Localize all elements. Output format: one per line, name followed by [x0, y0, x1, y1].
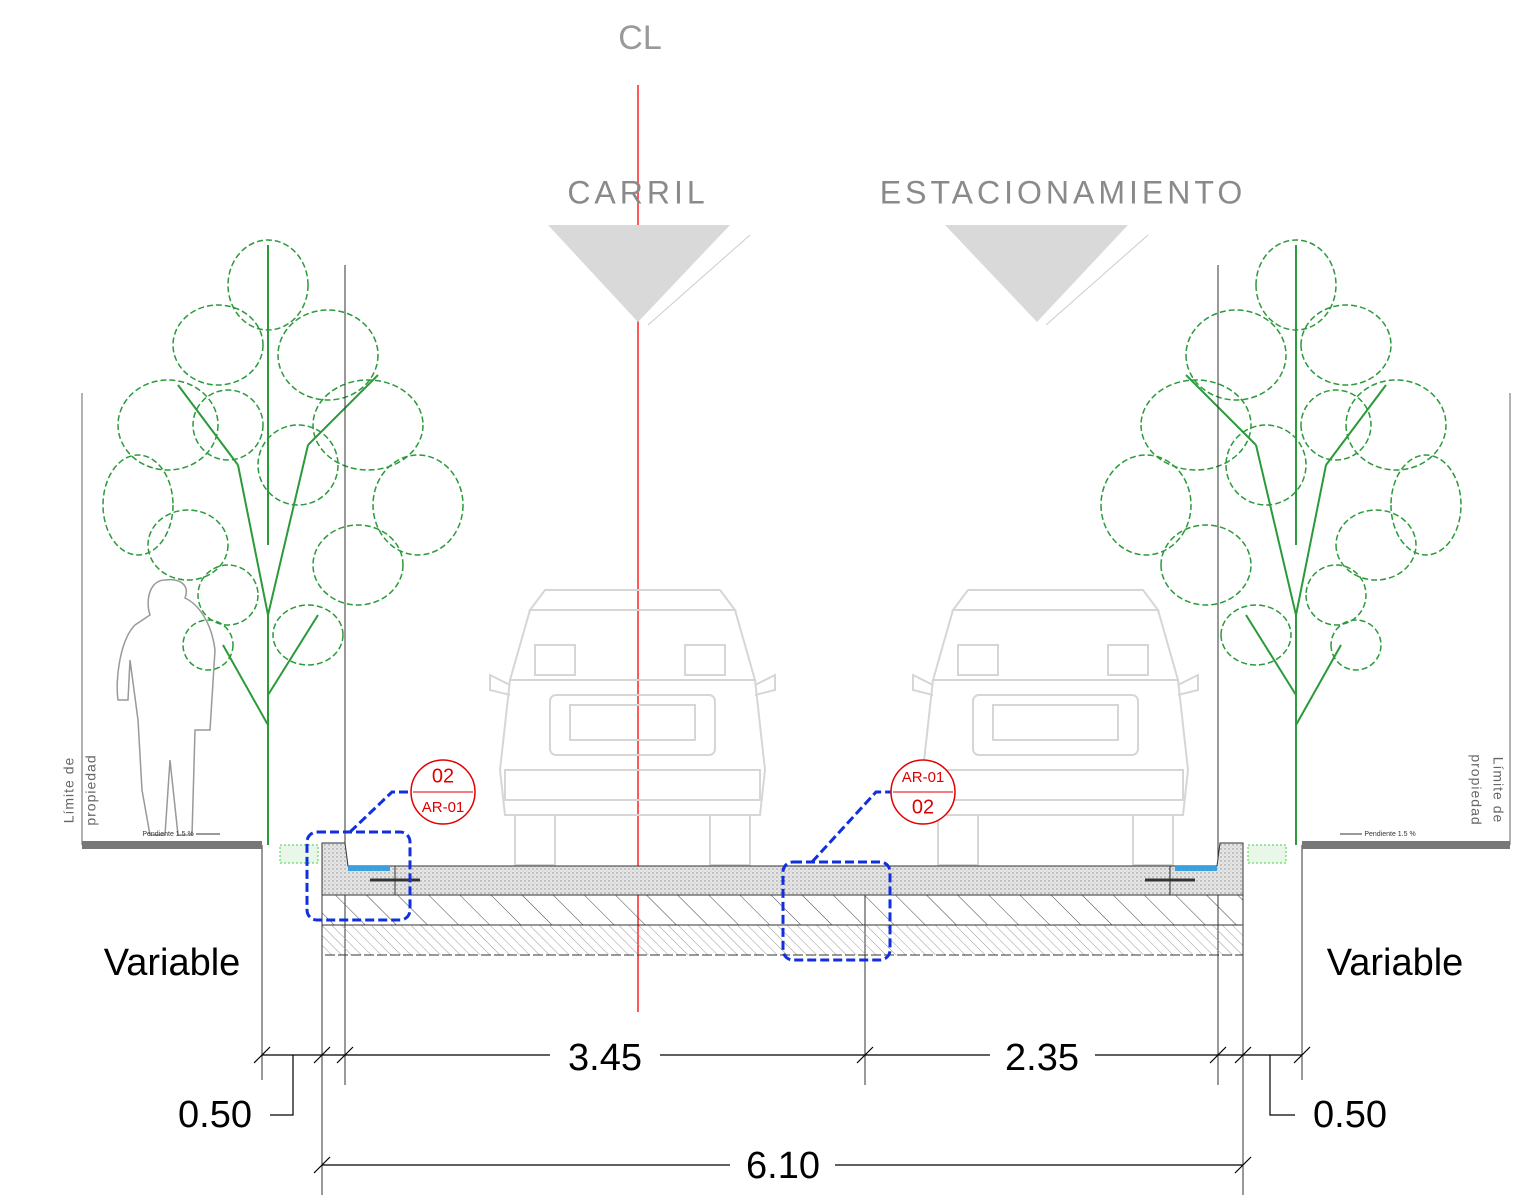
dimension-label: 0.50 [1313, 1094, 1387, 1136]
tree [102, 239, 464, 846]
dimension-label: 0.50 [178, 1094, 252, 1136]
level-marker-line [647, 234, 751, 326]
gutter-water [1175, 866, 1217, 871]
sidewalk [82, 841, 262, 849]
person [116, 578, 216, 836]
property-limit-label: Límite de [61, 757, 77, 824]
detail-leader [348, 790, 411, 834]
detail-box [781, 860, 892, 962]
planter [279, 844, 319, 864]
callout-text: 02 [912, 796, 934, 818]
level-marker [945, 225, 1128, 322]
callout-text: AR-01 [422, 799, 465, 816]
gutter-water [348, 866, 390, 871]
zone-label: ESTACIONAMIENTO [880, 174, 1246, 210]
dimension-label: 2.35 [1005, 1037, 1079, 1079]
dimension-lines [253, 1046, 1311, 1174]
tree [1100, 239, 1462, 846]
property-limit-label: propiedad [1468, 754, 1484, 825]
dimension-label: 6.10 [746, 1145, 820, 1187]
slope-note: Pendiente 1.5 % [1364, 831, 1415, 838]
detail-leader [810, 790, 891, 864]
callout-text: 02 [432, 765, 454, 787]
planter [1247, 844, 1287, 864]
slope-note: Pendiente 1.5 % [142, 831, 193, 838]
detail-box [305, 830, 412, 922]
car [489, 589, 776, 866]
centerline-label: CL [618, 19, 661, 57]
zone-label: CARRIL [567, 174, 708, 210]
car [912, 589, 1199, 866]
dimension-label: 3.45 [568, 1037, 642, 1079]
callout-text: AR-01 [902, 769, 945, 786]
level-marker [548, 225, 730, 322]
property-limit-label: propiedad [83, 754, 99, 825]
width-label: Variable [1327, 942, 1464, 984]
property-limit-label: Límite de [1490, 757, 1506, 824]
level-marker-line [1045, 234, 1149, 326]
sidewalk [1302, 841, 1510, 849]
width-label: Variable [104, 942, 241, 984]
